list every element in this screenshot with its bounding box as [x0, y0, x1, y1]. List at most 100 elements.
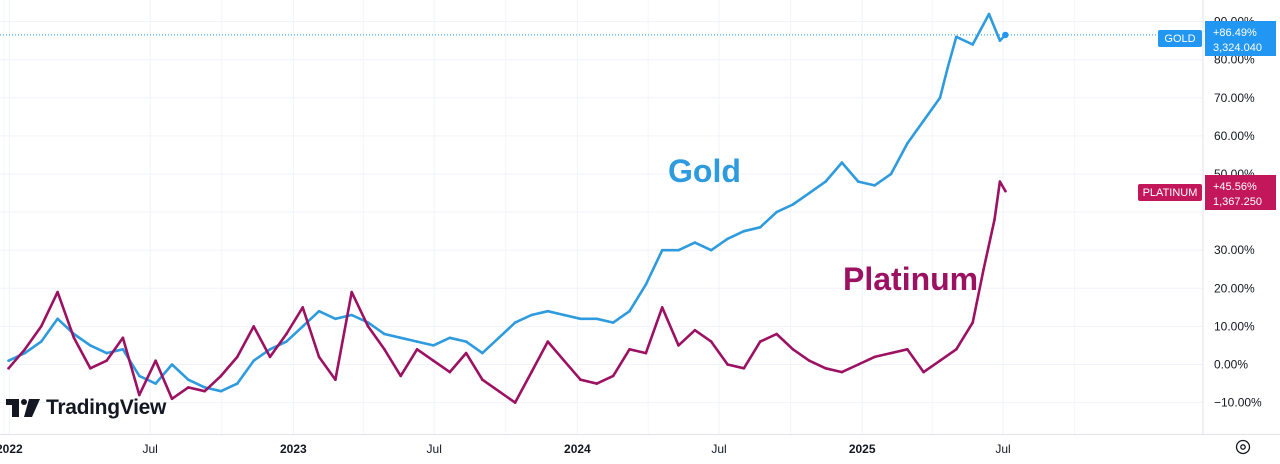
data-point-platinum [138, 393, 141, 397]
data-point-gold [301, 325, 305, 328]
data-point-platinum [709, 340, 713, 343]
data-point-gold [644, 283, 648, 286]
data-point-gold [824, 180, 827, 183]
price-tag-platinum: PLATINUM +45.56% 1,367.250 [1138, 175, 1276, 210]
x-tick-label: 2022 [0, 442, 23, 456]
data-point-platinum [121, 336, 125, 340]
data-point-platinum [726, 363, 729, 366]
data-point-gold [252, 359, 255, 363]
data-point-platinum [562, 359, 566, 363]
data-point-platinum [982, 268, 985, 271]
data-point-gold [203, 386, 206, 389]
data-point-platinum [23, 348, 27, 351]
data-point-platinum [252, 325, 255, 328]
series-line-platinum [7, 180, 1007, 404]
data-point-platinum [998, 180, 1002, 183]
data-point-gold [742, 229, 746, 233]
data-point-platinum [236, 355, 239, 359]
data-point-gold [611, 321, 615, 324]
data-point-platinum [857, 363, 860, 366]
tradingview-logo-icon [6, 399, 40, 417]
data-point-platinum [840, 370, 844, 374]
data-point-gold [873, 184, 876, 187]
data-point-platinum [39, 325, 43, 328]
data-point-gold [726, 237, 729, 241]
data-point-platinum [301, 306, 305, 309]
data-point-platinum [7, 367, 10, 370]
price-label: 3,324.040 [1213, 42, 1262, 54]
x-tick-label: Jul [711, 442, 726, 456]
data-point-platinum [481, 378, 484, 382]
data-point-gold [562, 313, 566, 317]
y-tick-label: 80.00% [1214, 53, 1255, 67]
data-point-gold [998, 39, 1002, 42]
data-point-gold [808, 191, 811, 195]
data-point-gold [677, 248, 680, 252]
x-tick-label: Jul [995, 442, 1010, 456]
data-point-platinum [383, 348, 386, 351]
data-point-gold [758, 226, 762, 229]
data-point-platinum [72, 336, 76, 340]
annotation-gold: Gold [668, 153, 741, 189]
data-point-platinum [611, 374, 615, 378]
data-point-platinum [906, 348, 909, 351]
data-point-platinum [693, 328, 697, 332]
data-point-gold [268, 348, 272, 351]
data-point-platinum [268, 355, 272, 359]
data-point-gold [285, 340, 288, 343]
y-axis-ticks: 90.00%80.00%70.00%60.00%50.00%30.00%20.0… [1214, 15, 1262, 410]
data-point-gold [39, 340, 43, 343]
data-point-gold [497, 336, 501, 340]
data-point-gold [889, 172, 893, 176]
data-point-gold [546, 309, 550, 313]
data-point-platinum [955, 348, 958, 351]
data-point-platinum [464, 351, 468, 355]
data-point-platinum [971, 321, 974, 324]
x-tick-label: 2025 [849, 442, 876, 456]
data-point-platinum [203, 389, 206, 393]
data-point-gold [464, 340, 468, 343]
symbol-label: PLATINUM [1143, 187, 1198, 199]
data-point-gold [775, 210, 778, 214]
tradingview-logo[interactable]: TradingView [6, 396, 166, 420]
data-point-gold [840, 161, 844, 164]
data-point-platinum [513, 401, 517, 404]
series-line-gold [7, 12, 1007, 393]
value-label-bg [1205, 175, 1276, 210]
data-point-gold [334, 317, 337, 321]
price-label: 1,367.250 [1213, 196, 1262, 208]
data-point-platinum [579, 378, 582, 382]
data-point-platinum [775, 332, 778, 336]
data-point-gold [236, 382, 239, 385]
data-point-platinum [285, 332, 288, 336]
data-point-platinum [595, 382, 599, 385]
change-label: +45.56% [1213, 181, 1257, 193]
gold-last-point [1002, 31, 1009, 39]
data-point-gold [530, 313, 533, 317]
y-tick-label: −10.00% [1214, 396, 1262, 410]
data-point-platinum [105, 359, 108, 363]
data-point-gold [938, 96, 942, 100]
data-point-platinum [824, 367, 827, 370]
data-point-gold [628, 309, 631, 313]
data-point-platinum [873, 355, 876, 359]
x-tick-label: 2023 [280, 442, 307, 456]
data-point-gold [987, 12, 991, 16]
data-point-gold [219, 389, 223, 393]
data-point-gold [187, 378, 190, 382]
data-point-platinum [366, 325, 370, 328]
data-point-gold [7, 359, 10, 363]
data-point-platinum [497, 389, 501, 393]
y-tick-label: 60.00% [1214, 129, 1255, 143]
grid-lines [0, 0, 1203, 434]
settings-gear-icon[interactable] [1234, 438, 1252, 456]
price-tags: GOLD +86.49% 3,324.040 PLATINUM +45.56% 1,367… [1138, 21, 1276, 210]
data-point-platinum [808, 359, 811, 363]
data-point-platinum [791, 348, 795, 351]
symbol-label-bg [1158, 30, 1202, 47]
data-point-platinum [758, 340, 762, 343]
data-point-platinum [399, 374, 403, 378]
data-point-platinum [89, 367, 92, 370]
data-point-gold [946, 66, 950, 69]
data-point-gold [595, 317, 599, 321]
